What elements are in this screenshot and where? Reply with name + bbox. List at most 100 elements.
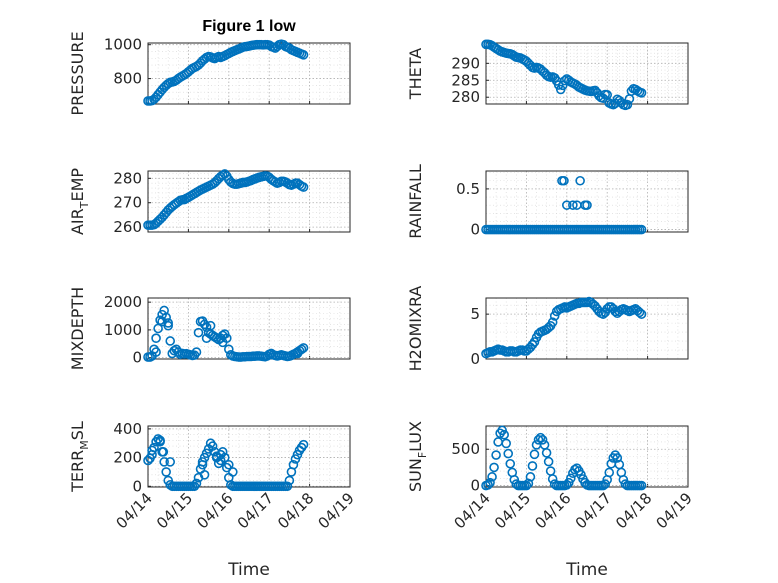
data-point (636, 480, 647, 491)
y-axis-label: AIRTEMP (68, 168, 91, 235)
data-point (636, 224, 647, 235)
y-tick-label: 0 (470, 221, 480, 239)
chart-panel-pressure: 800 1000 Figure 1 low PRESSURE (68, 18, 351, 116)
data-point (561, 200, 572, 210)
data-point (298, 50, 309, 60)
y-tick-label: 270 (113, 194, 142, 212)
x-tick-label: 04/19 (315, 489, 358, 532)
data-point (197, 459, 208, 470)
data-point (165, 336, 176, 346)
data-point (503, 448, 514, 459)
chart-panel-mixdepth: 0 1000 2000 MIXDEPTH (68, 287, 351, 370)
data-point (191, 478, 202, 489)
data-point (151, 333, 161, 344)
data-point (224, 459, 234, 470)
data-point (529, 449, 540, 460)
y-tick-label: 1000 (104, 36, 142, 54)
data-point (228, 467, 238, 477)
data-point (487, 472, 497, 482)
data-point (205, 320, 216, 331)
chart-panel-h2omixra: 0 5 H2OMIXRA (406, 286, 689, 371)
data-point (612, 453, 623, 463)
data-point (201, 333, 212, 344)
data-point (541, 448, 552, 458)
data-point (604, 467, 615, 478)
data-point (527, 461, 538, 471)
x-tick-label: 04/14 (451, 489, 494, 532)
data-point (525, 472, 536, 482)
data-point (636, 309, 647, 319)
y-tick-label: 0 (132, 477, 142, 495)
data-point (610, 306, 621, 317)
chart-panel-air_temp: 260 270 280 AIRTEMP (68, 168, 351, 236)
data-point (491, 450, 501, 460)
data-point (505, 458, 516, 469)
data-point (224, 344, 234, 355)
x-axis-label: Time (565, 560, 608, 580)
y-tick-label: 0 (132, 349, 142, 367)
data-point (527, 339, 538, 350)
data-point (298, 182, 309, 192)
x-axis-label: Time (227, 560, 270, 580)
y-axis-label: THETA (406, 48, 425, 100)
data-point (161, 467, 171, 477)
data-point (282, 481, 293, 492)
y-tick-label: 0.5 (456, 180, 480, 198)
axes-box (485, 42, 689, 105)
data-point (158, 447, 169, 457)
data-point (636, 88, 647, 98)
x-tick-label: 04/18 (274, 489, 317, 532)
plot-area (147, 425, 351, 488)
y-axis-label: MIXDEPTH (68, 287, 87, 370)
data-point (568, 200, 578, 210)
data-point (582, 200, 592, 210)
chart-panel-terr_msl: 0 200 400 TERRMSL 04/1404/1504/1604/1704/180… (68, 420, 358, 580)
data-point (575, 175, 585, 186)
data-point (193, 327, 204, 338)
data-point (207, 441, 218, 451)
data-point (529, 337, 540, 347)
y-tick-label: 1000 (104, 321, 142, 339)
data-point (483, 480, 493, 490)
x-tick-label: 04/16 (531, 489, 574, 532)
data-point (284, 475, 295, 486)
data-point (298, 343, 309, 353)
data-point (537, 434, 548, 445)
data-point (566, 473, 576, 484)
data-point (543, 456, 554, 467)
x-tick-label: 04/14 (113, 489, 156, 532)
y-tick-label: 2000 (104, 293, 142, 311)
data-point (622, 99, 633, 110)
data-point (535, 432, 546, 443)
y-tick-label: 500 (451, 440, 480, 458)
data-point (288, 459, 299, 470)
data-point (298, 439, 309, 450)
y-axis-label: RAINFALL (406, 164, 425, 239)
y-axis-label: PRESSURE (68, 31, 87, 115)
data-point (501, 438, 512, 449)
data-point (165, 457, 176, 467)
data-point (157, 316, 167, 327)
y-tick-label: 280 (113, 169, 142, 187)
data-point (191, 347, 202, 357)
y-tick-label: 5 (470, 305, 480, 323)
axes-box (147, 170, 351, 233)
x-tick-label: 04/18 (612, 489, 655, 532)
y-tick-label: 285 (451, 71, 480, 89)
data-point (201, 322, 212, 332)
data-point (199, 469, 210, 480)
chart-title: Figure 1 low (202, 18, 296, 35)
x-tick-label: 04/17 (234, 489, 277, 532)
data-point (147, 445, 157, 456)
data-point (163, 318, 173, 328)
y-tick-label: 0 (470, 477, 480, 495)
data-point (634, 307, 645, 318)
y-axis-label: TERRMSL (68, 421, 91, 493)
x-tick-label: 04/15 (153, 489, 196, 532)
data-point (151, 347, 161, 357)
y-tick-label: 800 (113, 70, 142, 88)
data-point (217, 337, 228, 348)
data-point (159, 457, 169, 467)
